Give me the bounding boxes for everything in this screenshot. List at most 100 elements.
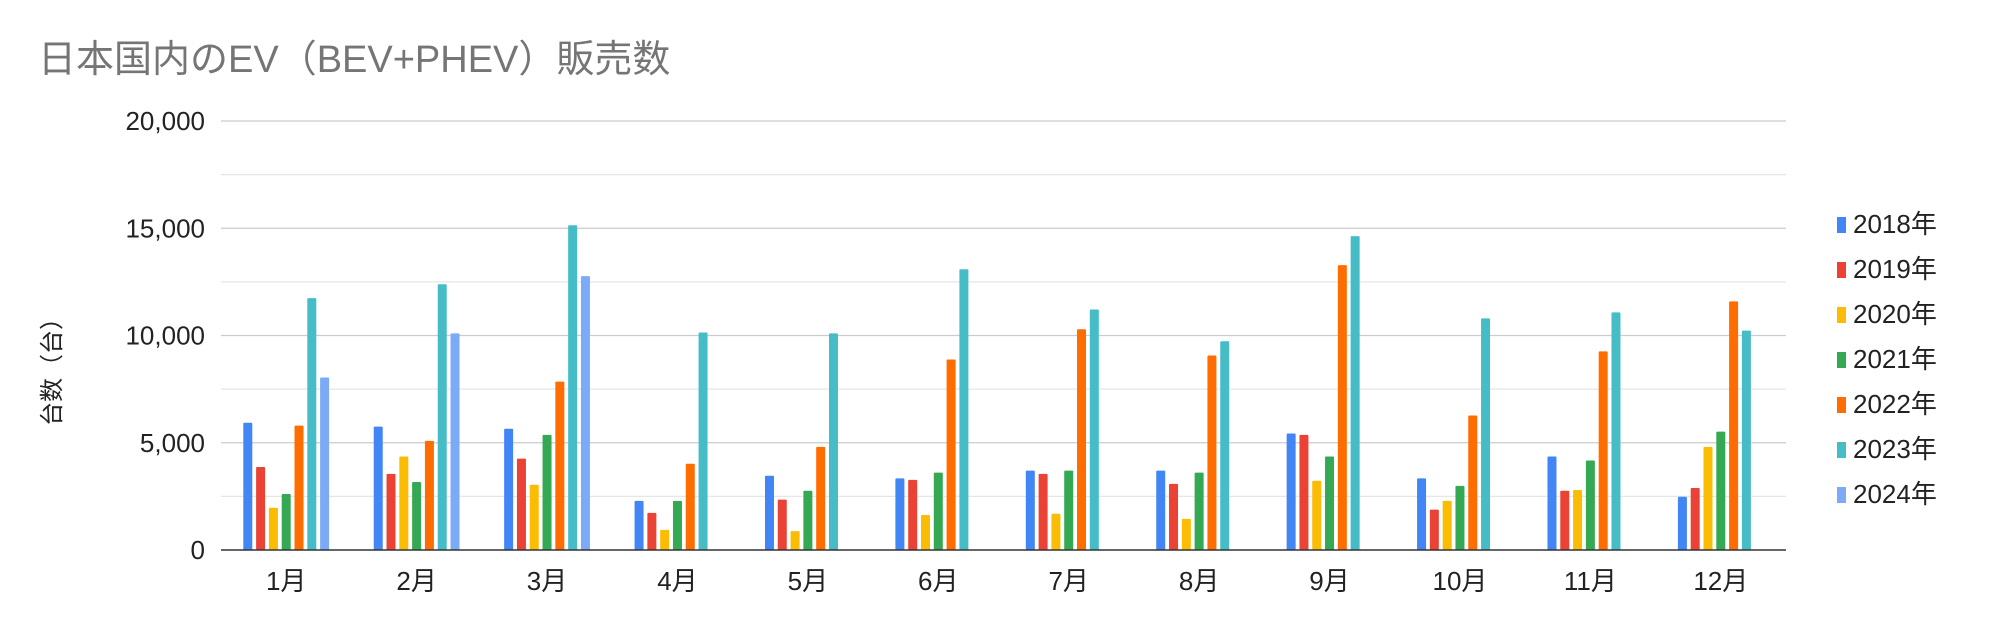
x-tick-label: 1月: [266, 566, 306, 596]
bar-2018年-4月: [634, 500, 644, 550]
bar-2022年-7月: [1077, 329, 1087, 550]
bar-2020年-8月: [1181, 518, 1191, 550]
legend-swatch: [1837, 397, 1846, 413]
bar-2018年-7月: [1025, 470, 1035, 550]
bar-2020年-3月: [529, 484, 539, 550]
chart-title: 日本国内のEV（BEV+PHEV）販売数: [38, 39, 670, 81]
y-tick-label: 15,000: [125, 213, 205, 243]
bar-2019年-11月: [1560, 490, 1570, 550]
bar-2023年-11月: [1611, 312, 1621, 550]
bar-2021年-9月: [1325, 456, 1335, 550]
bar-2018年-5月: [764, 475, 774, 550]
bar-2019年-1月: [256, 466, 266, 550]
x-tick-label: 12月: [1693, 566, 1748, 596]
bar-2023年-5月: [828, 333, 838, 550]
bar-2019年-5月: [777, 499, 787, 550]
bar-2020年-11月: [1573, 489, 1583, 550]
legend-label: 2019年: [1853, 254, 1937, 284]
y-tick-label: 0: [191, 535, 205, 565]
y-axis-title: 台数（台）: [39, 306, 66, 426]
bar-2024年-2月: [450, 333, 460, 550]
bar-2019年-10月: [1429, 509, 1439, 550]
bar-2018年-9月: [1286, 433, 1296, 550]
bars: [243, 225, 1751, 550]
bar-2021年-3月: [542, 434, 552, 550]
y-axis-ticks: 0 5,000 10,000 15,000 20,000: [125, 106, 205, 565]
bar-2021年-7月: [1064, 470, 1074, 550]
y-tick-label: 10,000: [125, 321, 205, 351]
bar-2018年-10月: [1417, 478, 1427, 550]
bar-2019年-3月: [516, 458, 526, 550]
x-axis-ticks: 1月 2月 3月 4月 5月 6月 7月 8月 9月 10月 11月 12月: [266, 566, 1748, 596]
bar-2020年-12月: [1703, 446, 1713, 550]
bar-2020年-6月: [920, 515, 930, 550]
bar-2022年-10月: [1468, 415, 1478, 550]
bar-2021年-10月: [1455, 485, 1465, 550]
bar-2019年-7月: [1038, 473, 1048, 550]
bar-2022年-11月: [1598, 351, 1608, 550]
bar-2024年-3月: [580, 276, 590, 550]
bar-2018年-11月: [1547, 456, 1557, 550]
x-tick-label: 5月: [788, 566, 828, 596]
x-tick-label: 2月: [396, 566, 436, 596]
x-tick-label: 3月: [527, 566, 567, 596]
bar-2018年-3月: [504, 428, 514, 550]
bar-2018年-6月: [895, 478, 905, 550]
legend-swatch: [1837, 487, 1846, 503]
bar-2019年-9月: [1299, 434, 1309, 550]
legend-label: 2022年: [1853, 389, 1937, 419]
bar-2021年-12月: [1716, 431, 1726, 550]
bar-2023年-10月: [1481, 318, 1491, 550]
x-tick-label: 8月: [1179, 566, 1219, 596]
bar-2020年-4月: [660, 529, 670, 550]
bar-2019年-2月: [386, 473, 396, 550]
bar-2023年-6月: [959, 269, 969, 550]
legend-label: 2024年: [1853, 479, 1937, 509]
bar-2023年-9月: [1350, 236, 1360, 550]
bar-2023年-4月: [698, 332, 708, 550]
bar-2021年-4月: [672, 500, 682, 550]
legend-label: 2018年: [1853, 209, 1937, 239]
x-tick-label: 9月: [1309, 566, 1349, 596]
bar-2022年-3月: [555, 381, 565, 550]
legend-swatch: [1837, 352, 1846, 368]
bar-2021年-1月: [281, 494, 291, 550]
bar-2019年-4月: [647, 512, 657, 550]
bar-2018年-8月: [1156, 470, 1166, 550]
legend-swatch: [1837, 262, 1846, 278]
bar-2022年-1月: [294, 425, 304, 550]
x-tick-label: 4月: [657, 566, 697, 596]
bar-2019年-8月: [1169, 483, 1179, 550]
bar-2022年-8月: [1207, 355, 1217, 550]
legend-swatch: [1837, 442, 1846, 458]
legend-swatch: [1837, 217, 1846, 233]
y-tick-label: 5,000: [140, 428, 205, 458]
bar-2020年-2月: [399, 456, 409, 550]
bar-2021年-11月: [1585, 460, 1595, 550]
bar-2022年-5月: [816, 446, 826, 550]
x-tick-label: 7月: [1048, 566, 1088, 596]
legend-label: 2023年: [1853, 434, 1937, 464]
legend-label: 2020年: [1853, 299, 1937, 329]
bar-2023年-3月: [568, 225, 578, 550]
bar-2022年-4月: [685, 463, 695, 550]
bar-2020年-7月: [1051, 513, 1061, 550]
bar-2022年-9月: [1337, 265, 1347, 550]
bar-2023年-1月: [307, 298, 317, 550]
bar-2018年-1月: [243, 422, 253, 550]
x-tick-label: 11月: [1564, 566, 1617, 596]
bar-2024年-1月: [320, 377, 330, 550]
bar-2023年-7月: [1089, 309, 1099, 550]
bar-2023年-12月: [1741, 330, 1751, 550]
bar-2018年-2月: [373, 426, 383, 550]
bar-2021年-2月: [412, 482, 422, 550]
bar-2020年-10月: [1442, 500, 1452, 550]
bar-2020年-5月: [790, 531, 800, 550]
bar-2023年-2月: [437, 284, 447, 550]
bar-2022年-2月: [424, 440, 434, 550]
bar-2020年-9月: [1312, 480, 1322, 550]
legend: 2018年 2019年 2020年 2021年 2022年 2023年 2024年: [1837, 209, 1937, 509]
x-tick-label: 6月: [918, 566, 958, 596]
x-tick-label: 10月: [1432, 566, 1487, 596]
